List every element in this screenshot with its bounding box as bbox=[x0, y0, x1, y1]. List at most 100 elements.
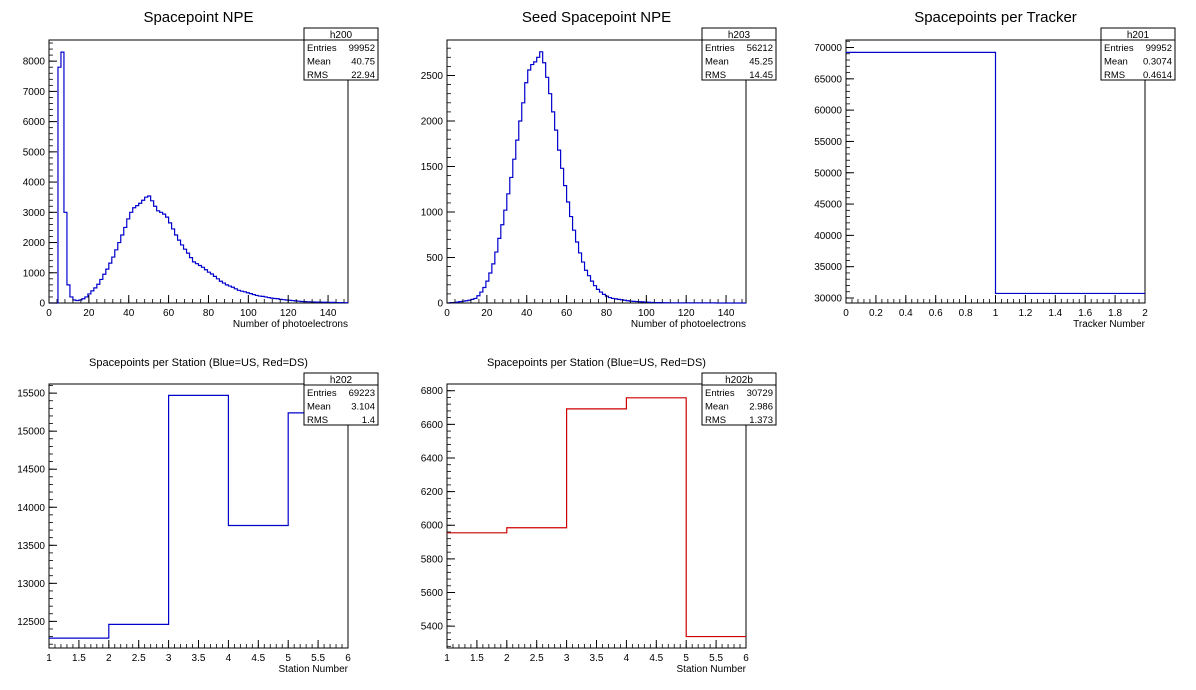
y-tick-label: 40000 bbox=[814, 231, 842, 242]
histogram-panel-1: Seed Spacepoint NPE 0 500 1000 1500 2000 2500 0… bbox=[421, 9, 777, 330]
stats-frame bbox=[1100, 27, 1176, 81]
x-tick-label: 3 bbox=[564, 653, 570, 664]
x-tick-label: 80 bbox=[203, 308, 215, 319]
x-tick-label: 0.4 bbox=[899, 308, 913, 319]
stats-value: 69223 bbox=[349, 388, 375, 399]
y-tick-label: 4000 bbox=[23, 178, 46, 189]
histogram-line bbox=[447, 51, 746, 304]
x-tick-label: 20 bbox=[481, 308, 493, 319]
stats-value: 56212 bbox=[747, 43, 773, 54]
x-tick-label: 3 bbox=[166, 653, 172, 664]
x-tick-label: 1.2 bbox=[1018, 308, 1032, 319]
stats-value: 0.4614 bbox=[1143, 70, 1172, 81]
y-tick-label: 50000 bbox=[814, 168, 842, 179]
x-tick-label: 1 bbox=[444, 653, 450, 664]
y-tick-label: 6000 bbox=[23, 117, 46, 128]
y-tick-label: 6800 bbox=[421, 386, 444, 397]
y-tick-label: 2000 bbox=[421, 116, 444, 127]
stats-key: Mean bbox=[705, 402, 729, 413]
y-tick-label: 7000 bbox=[23, 87, 46, 98]
x-tick-label: 0 bbox=[46, 308, 52, 319]
y-tick-label: 55000 bbox=[814, 137, 842, 148]
x-tick-label: 40 bbox=[521, 308, 533, 319]
y-tick-label: 1500 bbox=[421, 162, 444, 173]
histogram-line bbox=[447, 397, 746, 638]
stats-value: 1.4 bbox=[362, 415, 375, 426]
stats-value: 0.3074 bbox=[1143, 57, 1172, 68]
stats-key: Entries bbox=[307, 388, 337, 399]
plot-frame bbox=[48, 39, 349, 304]
y-tick-label: 12500 bbox=[17, 617, 45, 628]
histogram-panel-3: Spacepoints per Station (Blue=US, Red=DS… bbox=[17, 357, 379, 675]
stats-box: h202 Entries 69223 Mean 3.104 RMS 1.4 bbox=[303, 372, 379, 426]
stats-value: 40.75 bbox=[351, 57, 375, 68]
stats-value: 22.94 bbox=[351, 70, 375, 81]
x-tick-label: 20 bbox=[83, 308, 95, 319]
stats-key: RMS bbox=[1104, 70, 1125, 81]
y-tick-label: 14500 bbox=[17, 465, 45, 476]
histogram-line bbox=[846, 51, 1145, 295]
y-tick-label: 60000 bbox=[814, 106, 842, 117]
histogram-panel-4: Spacepoints per Station (Blue=US, Red=DS… bbox=[421, 357, 777, 675]
x-tick-label: 60 bbox=[163, 308, 175, 319]
stats-name: h202 bbox=[330, 375, 353, 386]
x-tick-label: 4 bbox=[624, 653, 630, 664]
chart-title: Spacepoints per Station (Blue=US, Red=DS… bbox=[89, 357, 308, 369]
x-tick-label: 4 bbox=[226, 653, 232, 664]
stats-frame bbox=[701, 27, 777, 81]
stats-name: h202b bbox=[725, 375, 753, 386]
y-tick-label: 6200 bbox=[421, 487, 444, 498]
chart-title: Spacepoints per Tracker bbox=[914, 9, 1077, 26]
stats-value: 99952 bbox=[349, 43, 375, 54]
y-tick-label: 13500 bbox=[17, 541, 45, 552]
x-tick-label: 1 bbox=[46, 653, 52, 664]
y-tick-label: 6600 bbox=[421, 420, 444, 431]
stats-name: h203 bbox=[728, 30, 751, 41]
x-axis-label: Number of photoelectrons bbox=[233, 319, 348, 330]
stats-value: 45.25 bbox=[749, 57, 773, 68]
x-tick-label: 120 bbox=[678, 308, 695, 319]
x-tick-label: 80 bbox=[601, 308, 613, 319]
stats-key: Mean bbox=[705, 57, 729, 68]
y-tick-label: 14000 bbox=[17, 503, 45, 514]
stats-key: RMS bbox=[307, 70, 328, 81]
stats-key: Entries bbox=[705, 388, 735, 399]
x-tick-label: 2.5 bbox=[530, 653, 544, 664]
y-tick-label: 35000 bbox=[814, 262, 842, 273]
x-tick-label: 0 bbox=[444, 308, 450, 319]
x-tick-label: 120 bbox=[280, 308, 297, 319]
x-tick-label: 1.4 bbox=[1048, 308, 1062, 319]
stats-key: Mean bbox=[307, 402, 331, 413]
stats-value: 99952 bbox=[1146, 43, 1172, 54]
x-tick-label: 100 bbox=[638, 308, 655, 319]
x-axis-label: Tracker Number bbox=[1073, 319, 1146, 330]
y-tick-label: 2000 bbox=[23, 238, 46, 249]
plot-frame bbox=[446, 383, 747, 649]
x-tick-label: 100 bbox=[240, 308, 257, 319]
x-tick-label: 6 bbox=[345, 653, 351, 664]
y-tick-label: 30000 bbox=[814, 293, 842, 304]
x-tick-label: 2.5 bbox=[132, 653, 146, 664]
x-tick-label: 0 bbox=[843, 308, 849, 319]
x-tick-label: 2 bbox=[106, 653, 112, 664]
x-tick-label: 3.5 bbox=[590, 653, 604, 664]
y-tick-label: 13000 bbox=[17, 579, 45, 590]
x-tick-label: 1.5 bbox=[470, 653, 484, 664]
stats-value: 3.104 bbox=[351, 402, 375, 413]
y-tick-label: 15000 bbox=[17, 427, 45, 438]
stats-frame bbox=[701, 372, 777, 426]
stats-value: 30729 bbox=[747, 388, 773, 399]
x-axis-label: Station Number bbox=[279, 664, 349, 675]
stats-key: RMS bbox=[307, 415, 328, 426]
y-tick-label: 6400 bbox=[421, 453, 444, 464]
x-tick-label: 1.5 bbox=[72, 653, 86, 664]
y-tick-label: 1000 bbox=[23, 268, 46, 279]
chart-title: Seed Spacepoint NPE bbox=[522, 9, 671, 26]
x-tick-label: 5.5 bbox=[709, 653, 723, 664]
x-tick-label: 40 bbox=[123, 308, 135, 319]
x-tick-label: 1 bbox=[993, 308, 999, 319]
stats-name: h201 bbox=[1127, 30, 1150, 41]
y-tick-label: 500 bbox=[426, 253, 443, 264]
x-tick-label: 0.6 bbox=[929, 308, 943, 319]
y-tick-label: 45000 bbox=[814, 200, 842, 211]
